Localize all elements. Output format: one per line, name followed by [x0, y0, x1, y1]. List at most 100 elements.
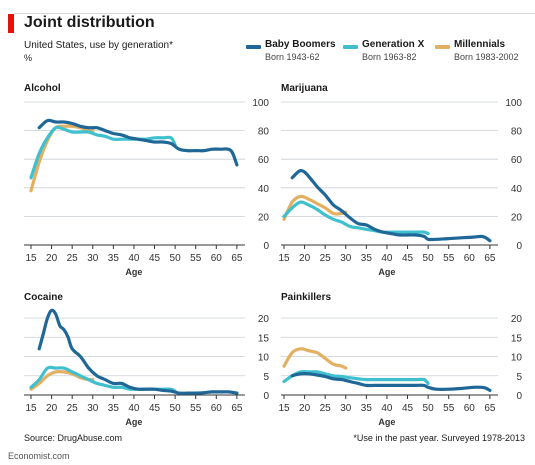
unit-label: %	[24, 53, 33, 63]
x-tick-label: 20	[299, 253, 311, 264]
x-tick-label: 35	[108, 403, 120, 414]
x-tick-label: 50	[423, 403, 435, 414]
panel-title-cocaine: Cocaine	[24, 292, 63, 303]
x-tick-label: 55	[443, 403, 455, 414]
panel-title-alcohol: Alcohol	[24, 83, 61, 94]
x-tick-label: 45	[402, 403, 414, 414]
x-tick-label: 30	[340, 253, 352, 264]
y-tick-label: 5	[516, 372, 522, 383]
top-rule	[14, 13, 535, 14]
legend-sublabel: Born 1943-62	[265, 52, 320, 62]
series-line-generation-x	[29, 125, 177, 180]
y-tick-label: 20	[258, 212, 270, 223]
x-tick-label: 50	[423, 253, 435, 264]
y-tick-label: 60	[258, 155, 270, 166]
x-tick-label: 40	[381, 253, 393, 264]
legend-label: Baby Boomers	[265, 39, 336, 50]
x-tick-label: 25	[67, 253, 79, 264]
panel-title-marijuana: Marijuana	[281, 83, 328, 94]
chart-title: Joint distribution	[24, 14, 155, 31]
y-tick-label: 100	[252, 98, 269, 109]
legend-swatch-baby-boomers	[246, 45, 261, 49]
x-tick-label: 30	[87, 403, 99, 414]
x-tick-label: 60	[211, 403, 223, 414]
x-tick-label: 65	[231, 253, 243, 264]
legend-swatch-generation-x	[343, 45, 358, 49]
series-line-millennials	[282, 347, 348, 370]
x-tick-label: 55	[190, 403, 202, 414]
x-tick-label: 65	[231, 403, 243, 414]
accent-bar	[8, 14, 14, 33]
y-tick-label: 0	[263, 391, 269, 402]
x-tick-label: 40	[128, 403, 140, 414]
x-tick-label: 55	[190, 253, 202, 264]
x-tick-label: 25	[67, 403, 79, 414]
y-tick-label: 80	[258, 127, 270, 138]
y-tick-label: 60	[511, 155, 523, 166]
x-tick-label: 45	[402, 253, 414, 264]
x-tick-label: 20	[46, 403, 58, 414]
x-tick-label: 20	[46, 253, 58, 264]
x-tick-label: 30	[87, 253, 99, 264]
x-tick-label: 50	[170, 403, 182, 414]
x-tick-label: 15	[25, 253, 37, 264]
x-axis-label: Age	[378, 417, 395, 427]
y-tick-label: 10	[511, 353, 523, 364]
x-tick-label: 45	[149, 253, 161, 264]
x-tick-label: 35	[361, 253, 373, 264]
series-line-baby-boomers	[37, 118, 239, 167]
y-tick-label: 40	[258, 184, 270, 195]
x-tick-label: 50	[170, 253, 182, 264]
x-tick-label: 60	[464, 253, 476, 264]
x-tick-label: 20	[299, 403, 311, 414]
legend-label: Generation X	[362, 39, 425, 50]
y-tick-label: 15	[258, 333, 270, 344]
x-tick-label: 30	[340, 403, 352, 414]
y-tick-label: 40	[511, 184, 523, 195]
series-line-generation-x	[282, 200, 430, 236]
x-axis-label: Age	[378, 267, 395, 277]
x-tick-label: 45	[149, 403, 161, 414]
credit: Economist.com	[8, 451, 70, 461]
y-tick-label: 0	[263, 241, 269, 252]
x-axis-label: Age	[125, 417, 142, 427]
legend-sublabel: Born 1983-2002	[454, 52, 519, 62]
x-tick-label: 25	[320, 403, 332, 414]
x-tick-label: 40	[128, 253, 140, 264]
x-axis-label: Age	[125, 267, 142, 277]
y-tick-label: 15	[511, 333, 523, 344]
footnote: *Use in the past year. Surveyed 1978-201…	[353, 433, 525, 443]
x-tick-label: 35	[361, 403, 373, 414]
y-tick-label: 0	[516, 241, 522, 252]
x-tick-label: 60	[211, 253, 223, 264]
x-tick-label: 55	[443, 253, 455, 264]
series-line-millennials	[282, 194, 348, 221]
legend-swatch-millennials	[435, 45, 450, 49]
chart-subtitle: United States, use by generation*	[24, 40, 173, 51]
series-line-baby-boomers	[290, 168, 492, 243]
x-tick-label: 15	[25, 403, 37, 414]
series-line-generation-x	[282, 370, 430, 385]
y-tick-label: 80	[511, 127, 523, 138]
x-tick-label: 65	[484, 403, 496, 414]
legend-label: Millennials	[454, 39, 506, 50]
x-tick-label: 35	[108, 253, 120, 264]
x-tick-label: 15	[278, 253, 290, 264]
x-tick-label: 60	[464, 403, 476, 414]
x-tick-label: 25	[320, 253, 332, 264]
y-tick-label: 10	[258, 353, 270, 364]
x-tick-label: 65	[484, 253, 496, 264]
source-note: Source: DrugAbuse.com	[24, 433, 123, 443]
y-tick-label: 20	[511, 212, 523, 223]
x-tick-label: 40	[381, 403, 393, 414]
panel-title-painkillers: Painkillers	[281, 292, 331, 303]
y-tick-label: 20	[258, 314, 270, 325]
x-tick-label: 15	[278, 403, 290, 414]
legend-sublabel: Born 1963-82	[362, 52, 417, 62]
series-line-baby-boomers	[37, 308, 239, 395]
y-tick-label: 5	[263, 372, 269, 383]
y-tick-label: 20	[511, 314, 523, 325]
y-tick-label: 100	[505, 98, 522, 109]
y-tick-label: 0	[516, 391, 522, 402]
